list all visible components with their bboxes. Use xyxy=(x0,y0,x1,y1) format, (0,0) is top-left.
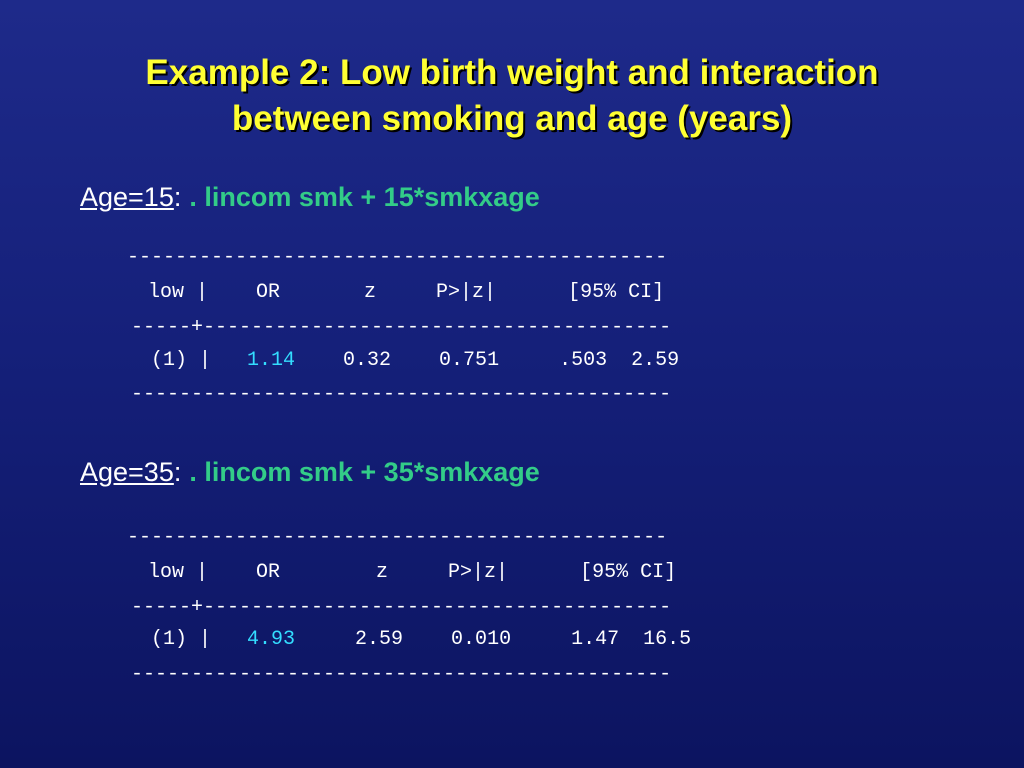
result-row-age-35: (1) | 4.93 2.59 0.010 1.47 16.5 xyxy=(151,625,691,655)
row-stats-age-35: 2.59 0.010 1.47 16.5 xyxy=(295,628,692,651)
odds-ratio-age-35: 4.93 xyxy=(247,628,296,651)
slide-title-line-1: Example 2: Low birth weight and interact… xyxy=(145,53,879,92)
row-stats-age-15: 0.32 0.751 .503 2.59 xyxy=(295,349,680,372)
slide-title-line-2: between smoking and age (years) xyxy=(231,99,793,138)
rule-top-age-35: ----------------------------------------… xyxy=(127,526,668,549)
lincom-command-age-15: . lincom smk + 15*smkxage xyxy=(189,182,540,212)
age-35-label: Age=35 xyxy=(80,457,174,487)
rule-mid-age-15: -----+----------------------------------… xyxy=(131,316,672,339)
rule-bottom-age-35: ----------------------------------------… xyxy=(131,663,672,686)
rule-mid-age-35: -----+----------------------------------… xyxy=(131,596,672,619)
age-15-colon: : xyxy=(173,182,182,212)
section-age-15-label: Age=15:. lincom smk + 15*smkxage xyxy=(80,182,540,213)
age-35-colon: : xyxy=(173,457,182,487)
age-15-label: Age=15 xyxy=(80,182,174,212)
header-row-age-15: low | OR z P>|z| [95% CI] xyxy=(148,281,665,304)
odds-ratio-age-15: 1.14 xyxy=(247,349,296,372)
row-label-age-15: (1) | xyxy=(151,349,248,372)
header-row-age-35: low | OR z P>|z| [95% CI] xyxy=(148,561,677,584)
rule-top-age-15: ----------------------------------------… xyxy=(127,246,668,269)
row-label-age-35: (1) | xyxy=(151,628,248,651)
lincom-command-age-35: . lincom smk + 35*smkxage xyxy=(189,457,540,487)
slide-title: Example 2: Low birth weight and interact… xyxy=(0,50,1024,142)
rule-bottom-age-15: ----------------------------------------… xyxy=(131,383,672,406)
result-row-age-15: (1) | 1.14 0.32 0.751 .503 2.59 xyxy=(151,346,679,376)
section-age-35-label: Age=35:. lincom smk + 35*smkxage xyxy=(80,457,540,488)
